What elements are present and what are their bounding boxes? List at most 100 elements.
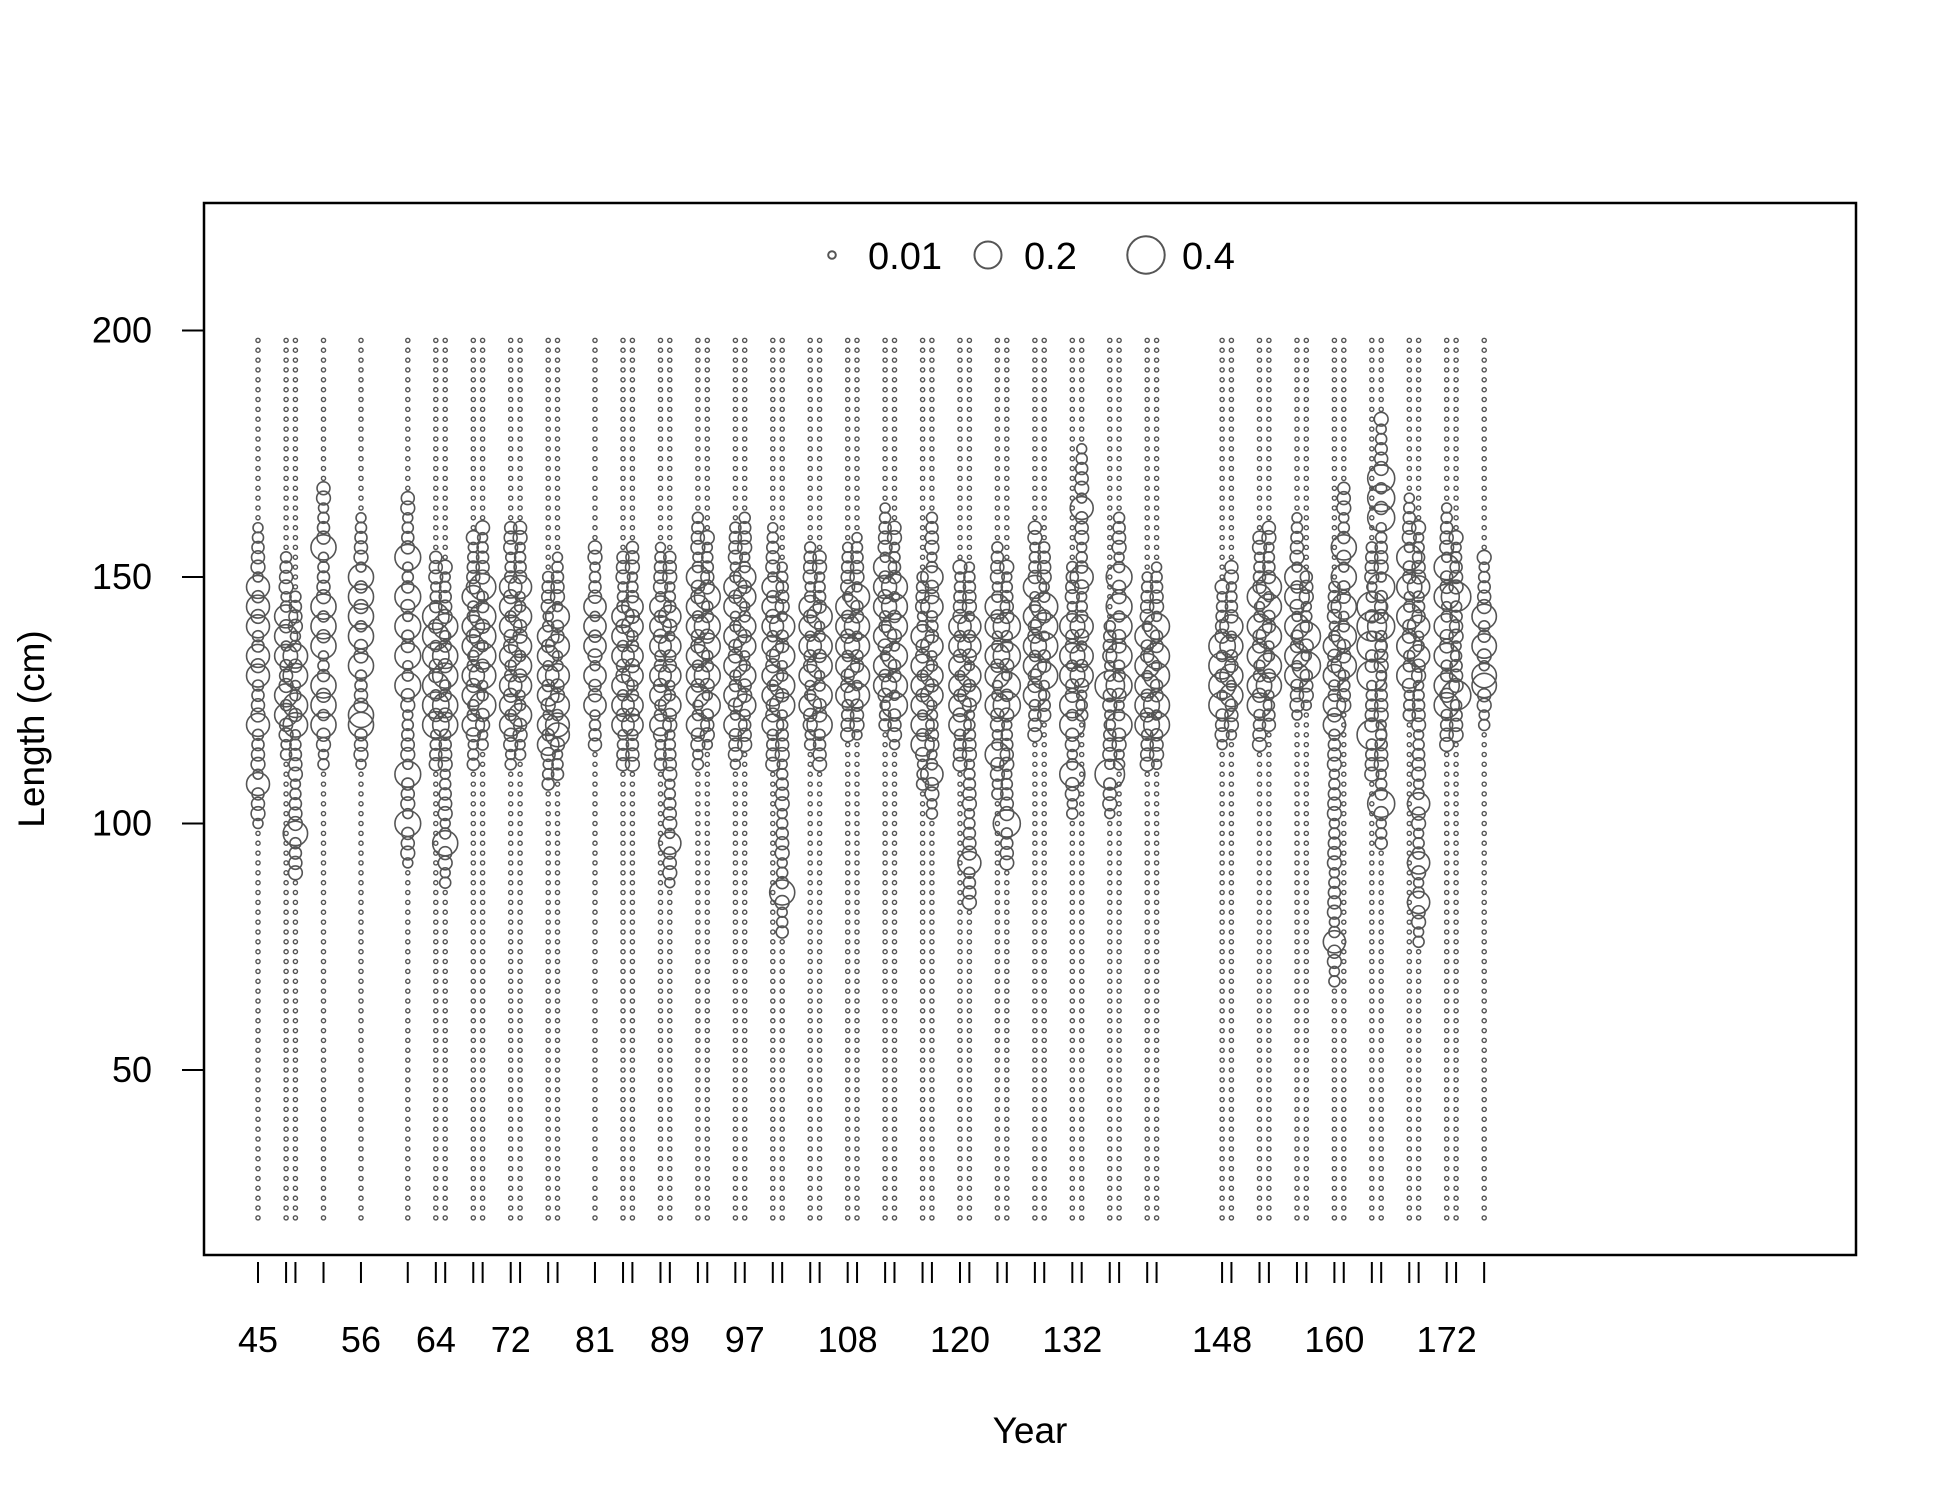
bubble — [549, 687, 566, 703]
bubble — [854, 505, 860, 511]
bubble — [1032, 889, 1038, 896]
bubble — [807, 1057, 813, 1063]
bubble — [503, 570, 518, 584]
bubble — [1022, 604, 1048, 629]
bubble — [475, 707, 490, 723]
bubble — [854, 1215, 860, 1221]
bubble — [1364, 569, 1380, 585]
bubble — [1378, 929, 1384, 935]
bubble — [910, 623, 935, 649]
bubble — [1303, 1146, 1310, 1152]
bubble — [283, 485, 289, 492]
bubble — [1369, 939, 1375, 945]
bubble — [442, 544, 448, 551]
bubble — [994, 1205, 1001, 1211]
bubble — [854, 357, 860, 363]
bubble — [925, 520, 939, 535]
bubble — [554, 1195, 561, 1201]
bubble — [992, 641, 1022, 671]
bubble — [929, 1215, 935, 1221]
bubble — [250, 805, 266, 822]
bubble — [507, 810, 514, 817]
bubble — [554, 1077, 561, 1083]
bubble — [394, 642, 422, 670]
bubble — [1256, 465, 1263, 472]
bubble — [882, 1067, 888, 1073]
bubble — [765, 608, 781, 625]
bubble — [919, 860, 926, 866]
bubble — [620, 889, 626, 896]
bubble — [732, 978, 739, 985]
bubble — [844, 455, 851, 462]
bubble — [1266, 830, 1272, 837]
bubble — [779, 978, 785, 985]
bubble — [779, 1027, 785, 1034]
bubble — [816, 850, 823, 856]
bubble — [1256, 909, 1263, 915]
bubble — [431, 691, 459, 719]
bubble — [854, 1096, 860, 1103]
bubble — [840, 560, 855, 574]
bubble — [629, 1086, 636, 1093]
bubble — [283, 1165, 289, 1172]
bubble — [807, 1215, 813, 1221]
bubble — [507, 1008, 514, 1014]
bubble — [1303, 889, 1310, 896]
bubble — [1256, 1077, 1263, 1083]
bubble — [355, 512, 367, 524]
bubble — [592, 396, 598, 403]
bubble — [1303, 446, 1310, 452]
bubble — [882, 436, 888, 442]
bubble — [283, 801, 289, 807]
bubble — [1032, 1067, 1038, 1073]
bubble — [888, 738, 901, 751]
bubble — [741, 939, 748, 945]
bubble — [1032, 357, 1038, 363]
bubble — [554, 406, 561, 413]
bubble — [994, 978, 1001, 985]
bubble — [840, 677, 856, 694]
bubble — [288, 757, 303, 772]
bubble — [1078, 850, 1085, 856]
bubble — [891, 465, 898, 472]
bubble — [1078, 1067, 1085, 1073]
bubble — [358, 879, 364, 886]
bubble — [1266, 840, 1272, 846]
bubble — [1032, 801, 1038, 807]
bubble — [316, 530, 331, 545]
bubble — [620, 1067, 626, 1073]
bubble — [1223, 717, 1240, 733]
bubble — [732, 1175, 739, 1182]
bubble — [1266, 1116, 1272, 1123]
bubble — [1153, 919, 1160, 925]
bubble — [891, 416, 898, 422]
bubble — [316, 570, 331, 584]
bubble — [1144, 939, 1150, 945]
bubble — [984, 642, 1011, 669]
bubble — [405, 485, 411, 492]
bubble — [929, 475, 935, 482]
bubble — [1406, 1205, 1413, 1211]
bubble — [476, 729, 489, 741]
bubble — [442, 386, 448, 393]
bubble — [442, 1146, 448, 1152]
bubble — [816, 515, 823, 521]
bubble — [1331, 465, 1338, 472]
bubble — [807, 534, 813, 541]
bubble — [358, 485, 364, 492]
bubble — [1105, 592, 1133, 621]
bubble — [479, 870, 486, 876]
bubble — [1289, 697, 1305, 713]
bubble — [1378, 1047, 1384, 1054]
bubble — [891, 515, 898, 521]
bubble — [1112, 520, 1126, 535]
bubble — [507, 830, 514, 837]
bubble — [292, 396, 299, 403]
bubble — [433, 1057, 439, 1063]
bubble — [957, 801, 963, 807]
bubble — [667, 1077, 673, 1083]
bubble — [919, 1096, 926, 1103]
bubble — [1219, 810, 1225, 817]
bubble — [1078, 751, 1085, 758]
bubble — [316, 579, 331, 595]
